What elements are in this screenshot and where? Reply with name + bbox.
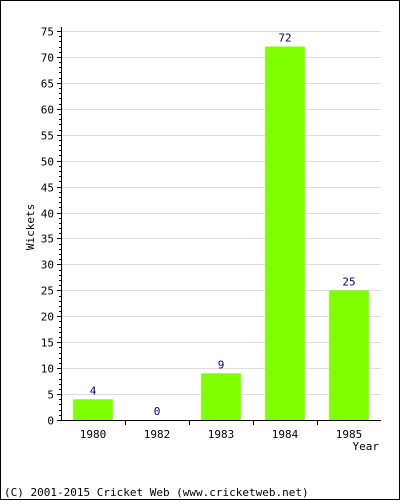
data-label: 25 (342, 275, 355, 288)
y-tick-label: 45 (41, 182, 54, 195)
y-tick-label: 30 (41, 259, 54, 272)
x-tick-label: 1980 (80, 428, 107, 441)
data-labels: 4 0 9 72 25 (90, 32, 356, 418)
y-tick-label: 70 (41, 52, 54, 65)
data-label: 0 (154, 405, 161, 418)
x-tick-labels: 1980 1982 1983 1984 1985 (80, 428, 363, 441)
x-tick-label: 1985 (336, 428, 363, 441)
bar (265, 46, 305, 421)
data-label: 9 (218, 358, 225, 371)
y-tick-label: 10 (41, 363, 54, 376)
copyright-footer: (C) 2001-2015 Cricket Web (www.cricketwe… (4, 486, 309, 499)
y-tick-label: 75 (41, 26, 54, 39)
y-tick-label: 20 (41, 311, 54, 324)
data-label: 72 (278, 32, 291, 45)
y-tick-label: 50 (41, 156, 54, 169)
y-tick-label: 65 (41, 78, 54, 91)
y-tick-label: 40 (41, 208, 54, 221)
x-tick-label: 1984 (272, 428, 299, 441)
y-tick-label: 15 (41, 337, 54, 350)
y-tick-label: 25 (41, 285, 54, 298)
bar (201, 373, 241, 420)
axes (57, 27, 381, 425)
y-axis-label: Wickets (24, 204, 37, 250)
bars (73, 46, 369, 421)
grid-lines (61, 31, 381, 395)
y-tick-label: 0 (47, 415, 54, 428)
data-label: 4 (90, 384, 97, 397)
bar (329, 290, 369, 420)
bar (73, 399, 113, 420)
x-axis-label: Year (353, 440, 380, 453)
x-tick-label: 1982 (144, 428, 171, 441)
y-tick-labels: 0 5 10 15 20 25 30 35 40 45 50 55 60 65 70 75 (41, 26, 54, 428)
y-tick-label: 35 (41, 233, 54, 246)
y-tick-label: 5 (47, 389, 54, 402)
y-tick-label: 60 (41, 104, 54, 117)
x-tick-label: 1983 (208, 428, 235, 441)
y-tick-label: 55 (41, 130, 54, 143)
